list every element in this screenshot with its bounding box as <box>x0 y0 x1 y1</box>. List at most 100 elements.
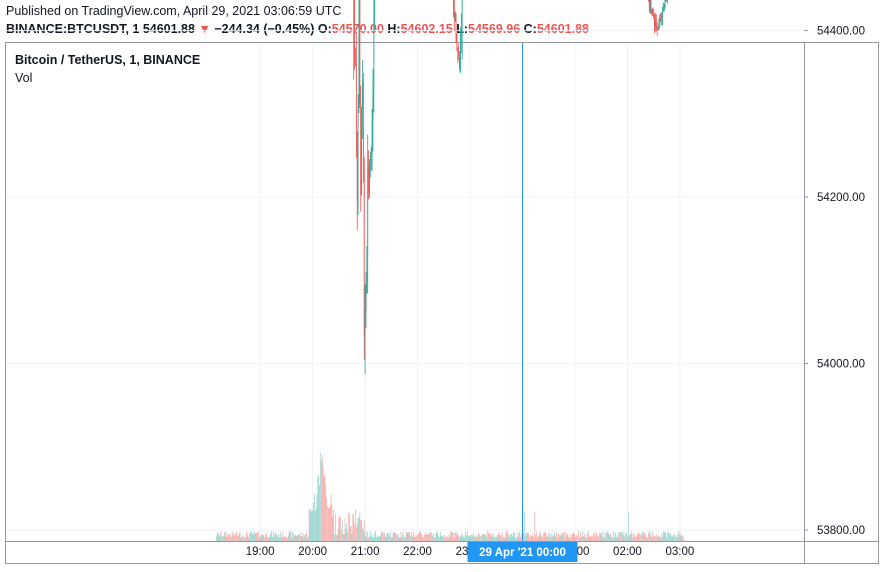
volume-bar <box>226 533 228 541</box>
volume-bar <box>300 536 301 541</box>
volume-bar <box>620 532 621 541</box>
volume-bar <box>335 535 337 541</box>
volume-bar <box>274 533 276 541</box>
volume-bar <box>458 535 460 541</box>
volume-bar <box>442 536 444 541</box>
volume-bar <box>235 535 237 541</box>
volume-bar <box>262 535 264 541</box>
volume-bar <box>571 537 572 541</box>
volume-bar <box>384 536 386 541</box>
volume-bar <box>514 532 515 541</box>
x-tick-label: 22:00 <box>403 546 432 558</box>
volume-bar <box>679 531 681 541</box>
volume-bar <box>286 537 288 541</box>
volume-bar <box>474 536 475 541</box>
volume-bar <box>451 531 453 541</box>
volume-bar <box>475 536 477 541</box>
volume-bar <box>516 533 518 541</box>
y-tick-label: 54000.00 <box>817 359 865 371</box>
volume-bar <box>506 531 508 541</box>
volume-bar <box>320 452 321 541</box>
volume-bar <box>272 536 273 541</box>
volume-bar <box>394 531 396 541</box>
volume-bars <box>216 452 684 541</box>
volume-bar <box>470 537 472 541</box>
volume-bar <box>236 531 237 541</box>
volume-bar <box>652 531 654 541</box>
volume-bar <box>615 534 617 541</box>
volume-bar <box>246 531 248 541</box>
volume-bar <box>307 537 308 541</box>
volume-bar <box>592 533 594 541</box>
volume-bar <box>220 531 222 541</box>
candle-body <box>659 15 661 25</box>
volume-bar <box>228 533 230 541</box>
volume-bar <box>448 534 450 541</box>
volume-bar <box>424 534 425 541</box>
y-tick-label: 53800.00 <box>817 525 865 537</box>
x-tick-label: 20:00 <box>298 546 327 558</box>
volume-bar <box>319 485 320 541</box>
volume-bar <box>332 516 334 541</box>
volume-bar <box>328 508 330 541</box>
volume-bar <box>631 531 633 541</box>
volume-bar <box>535 534 536 541</box>
volume-bar <box>363 520 365 541</box>
volume-bar <box>542 535 543 541</box>
volume-bar <box>299 532 300 541</box>
volume-bar <box>383 532 385 541</box>
volume-bar <box>414 536 416 541</box>
volume-bar <box>258 536 260 541</box>
volume-bar <box>629 534 631 541</box>
volume-bar <box>632 537 634 541</box>
volume-bar <box>343 533 345 541</box>
volume-bar <box>640 534 641 541</box>
volume-bar <box>560 535 562 541</box>
volume-bar <box>637 532 639 541</box>
volume-bar <box>483 533 485 541</box>
volume-bar <box>530 535 531 541</box>
volume-bar <box>579 531 581 541</box>
candle-body <box>360 103 362 196</box>
volume-bar <box>420 533 422 541</box>
volume-bar <box>592 535 593 541</box>
volume-bar <box>426 533 428 541</box>
volume-bar <box>491 533 493 541</box>
candle-body <box>660 15 662 17</box>
volume-bar <box>388 532 390 541</box>
volume-bar <box>541 537 543 541</box>
volume-bar <box>359 512 361 541</box>
candle-body <box>648 0 650 9</box>
volume-bar <box>415 537 417 541</box>
volume-bar <box>362 528 363 541</box>
volume-bar <box>378 537 380 541</box>
volume-bar <box>390 537 392 541</box>
volume-bar <box>591 536 592 541</box>
volume-bar <box>556 532 557 541</box>
volume-bar <box>355 509 356 541</box>
volume-bar <box>636 534 638 541</box>
candle-body <box>460 35 462 36</box>
volume-bar <box>534 512 536 541</box>
volume-bar <box>621 531 623 541</box>
volume-bar <box>425 534 427 541</box>
volume-bar <box>351 533 353 541</box>
candle-body <box>365 281 367 311</box>
volume-bar <box>499 534 501 541</box>
volume-bar <box>237 534 238 541</box>
volume-bar <box>623 531 625 541</box>
volume-bar <box>441 536 443 541</box>
volume-bar <box>634 534 635 541</box>
volume-bar <box>281 536 283 541</box>
volume-bar <box>518 532 520 541</box>
candle-body <box>458 51 460 57</box>
volume-bar <box>367 531 369 541</box>
candle-body <box>653 12 655 15</box>
candle-body <box>359 0 361 104</box>
volume-bar <box>445 535 446 541</box>
volume-bar <box>294 534 296 541</box>
volume-bar <box>577 535 578 541</box>
volume-bar <box>421 534 423 541</box>
volume-bar <box>634 536 636 541</box>
